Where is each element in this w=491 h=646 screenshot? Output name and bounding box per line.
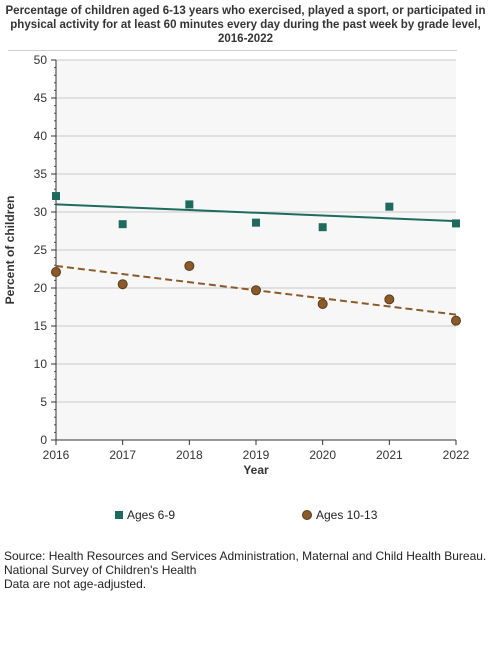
data-point-ages-6-9-2018 — [185, 200, 194, 209]
source-line-1: Source: Health Resources and Services Ad… — [4, 549, 487, 563]
y-tick-label-40: 40 — [34, 129, 48, 143]
data-point-ages-6-9-2022 — [452, 219, 460, 228]
data-point-ages-10-13-2020 — [317, 298, 328, 309]
legend-label-ages-10-13: Ages 10-13 — [316, 508, 378, 522]
x-tick-label-2016: 2016 — [43, 448, 70, 462]
data-point-ages-10-13-2019 — [251, 285, 261, 296]
x-tick-label-2021: 2021 — [376, 448, 403, 462]
data-point-ages-6-9-2020 — [318, 223, 327, 232]
data-point-ages-6-9-2016 — [52, 192, 60, 201]
y-tick-label-15: 15 — [34, 319, 48, 333]
chart-title-line-3: 2016-2022 — [218, 33, 273, 45]
x-tick-label-2022: 2022 — [443, 448, 470, 462]
x-tick-label-2017: 2017 — [109, 448, 136, 462]
data-point-ages-10-13-2021 — [384, 294, 395, 305]
trend-line-series-1 — [55, 203, 457, 223]
x-tick-label-2020: 2020 — [309, 448, 336, 462]
source-note: Source: Health Resources and Services Ad… — [4, 549, 486, 591]
source-line-3: Data are not age-adjusted. — [4, 577, 147, 591]
data-point-ages-6-9-2019 — [252, 218, 260, 227]
source-line-2: National Survey of Children's Health — [4, 563, 197, 577]
y-tick-label-30: 30 — [34, 205, 48, 219]
y-tick-label-35: 35 — [34, 167, 48, 181]
x-axis-title: Year — [243, 463, 269, 477]
data-point-ages-6-9-2017 — [118, 220, 127, 229]
y-tick-label-0: 0 — [40, 433, 47, 447]
chart-title: Percentage of children aged 6-13 years w… — [0, 4, 491, 46]
y-tick-label-20: 20 — [34, 281, 48, 295]
chart-title-line-1: Percentage of children aged 6-13 years w… — [5, 5, 486, 17]
y-tick-label-10: 10 — [34, 357, 48, 371]
y-tick-label-5: 5 — [40, 395, 47, 409]
legend-square-marker-icon — [115, 511, 123, 519]
legend-label-ages-6-9: Ages 6-9 — [127, 508, 176, 522]
legend-circle-marker-icon — [302, 510, 312, 520]
x-tick-label-2019: 2019 — [243, 448, 270, 462]
chart-title-line-2: physical activity for at least 60 minute… — [10, 19, 481, 31]
legend-item-ages-10-13: Ages 10-13 — [302, 508, 377, 522]
scatter-chart: 0 5 10 15 20 25 30 35 40 45 50 2016 2017 2018 2019 2020… — [3, 53, 470, 477]
legend-item-ages-6-9: Ages 6-9 — [115, 508, 175, 522]
title-divider — [8, 50, 457, 51]
data-point-ages-6-9-2021 — [385, 202, 394, 211]
data-point-ages-10-13-2016 — [51, 267, 61, 278]
y-tick-label-50: 50 — [34, 53, 48, 67]
data-point-ages-10-13-2022 — [451, 315, 461, 326]
y-tick-label-45: 45 — [34, 91, 48, 105]
data-point-ages-10-13-2018 — [184, 260, 195, 271]
data-point-ages-10-13-2017 — [117, 279, 128, 290]
x-tick-label-2018: 2018 — [176, 448, 203, 462]
y-axis-title: Percent of children — [3, 196, 17, 305]
y-tick-label-25: 25 — [34, 243, 48, 257]
